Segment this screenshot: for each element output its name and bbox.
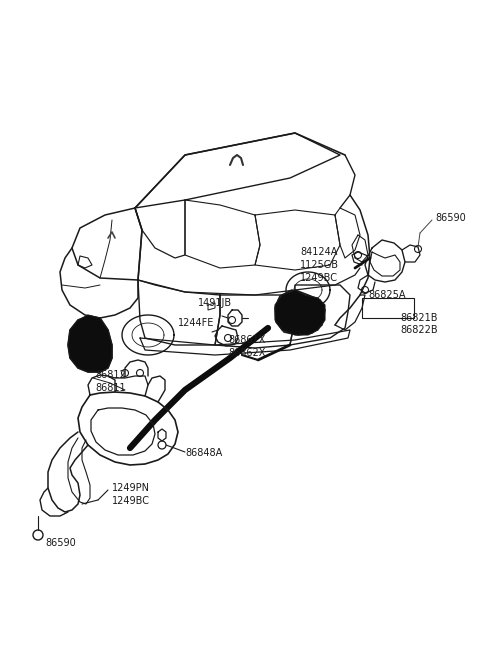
Text: 1125GB: 1125GB (300, 260, 339, 270)
Text: 1244FE: 1244FE (178, 318, 215, 328)
Text: 86822B: 86822B (400, 325, 438, 335)
Text: 86811: 86811 (95, 383, 126, 393)
Polygon shape (68, 315, 112, 372)
Text: 86821B: 86821B (400, 313, 437, 323)
FancyBboxPatch shape (362, 298, 414, 318)
Text: 1249BC: 1249BC (300, 273, 338, 283)
Text: 86590: 86590 (45, 538, 76, 548)
Text: 86862X: 86862X (228, 348, 265, 358)
Text: 1249BC: 1249BC (112, 496, 150, 506)
Text: 86825A: 86825A (368, 290, 406, 300)
Text: 86848A: 86848A (185, 448, 222, 458)
Text: 86812: 86812 (95, 370, 126, 380)
Polygon shape (275, 290, 325, 335)
Text: 86590: 86590 (435, 213, 466, 223)
Text: 1491JB: 1491JB (198, 298, 232, 308)
Text: 84124A: 84124A (300, 247, 337, 257)
Text: 86861X: 86861X (228, 335, 265, 345)
Text: 1249PN: 1249PN (112, 483, 150, 493)
